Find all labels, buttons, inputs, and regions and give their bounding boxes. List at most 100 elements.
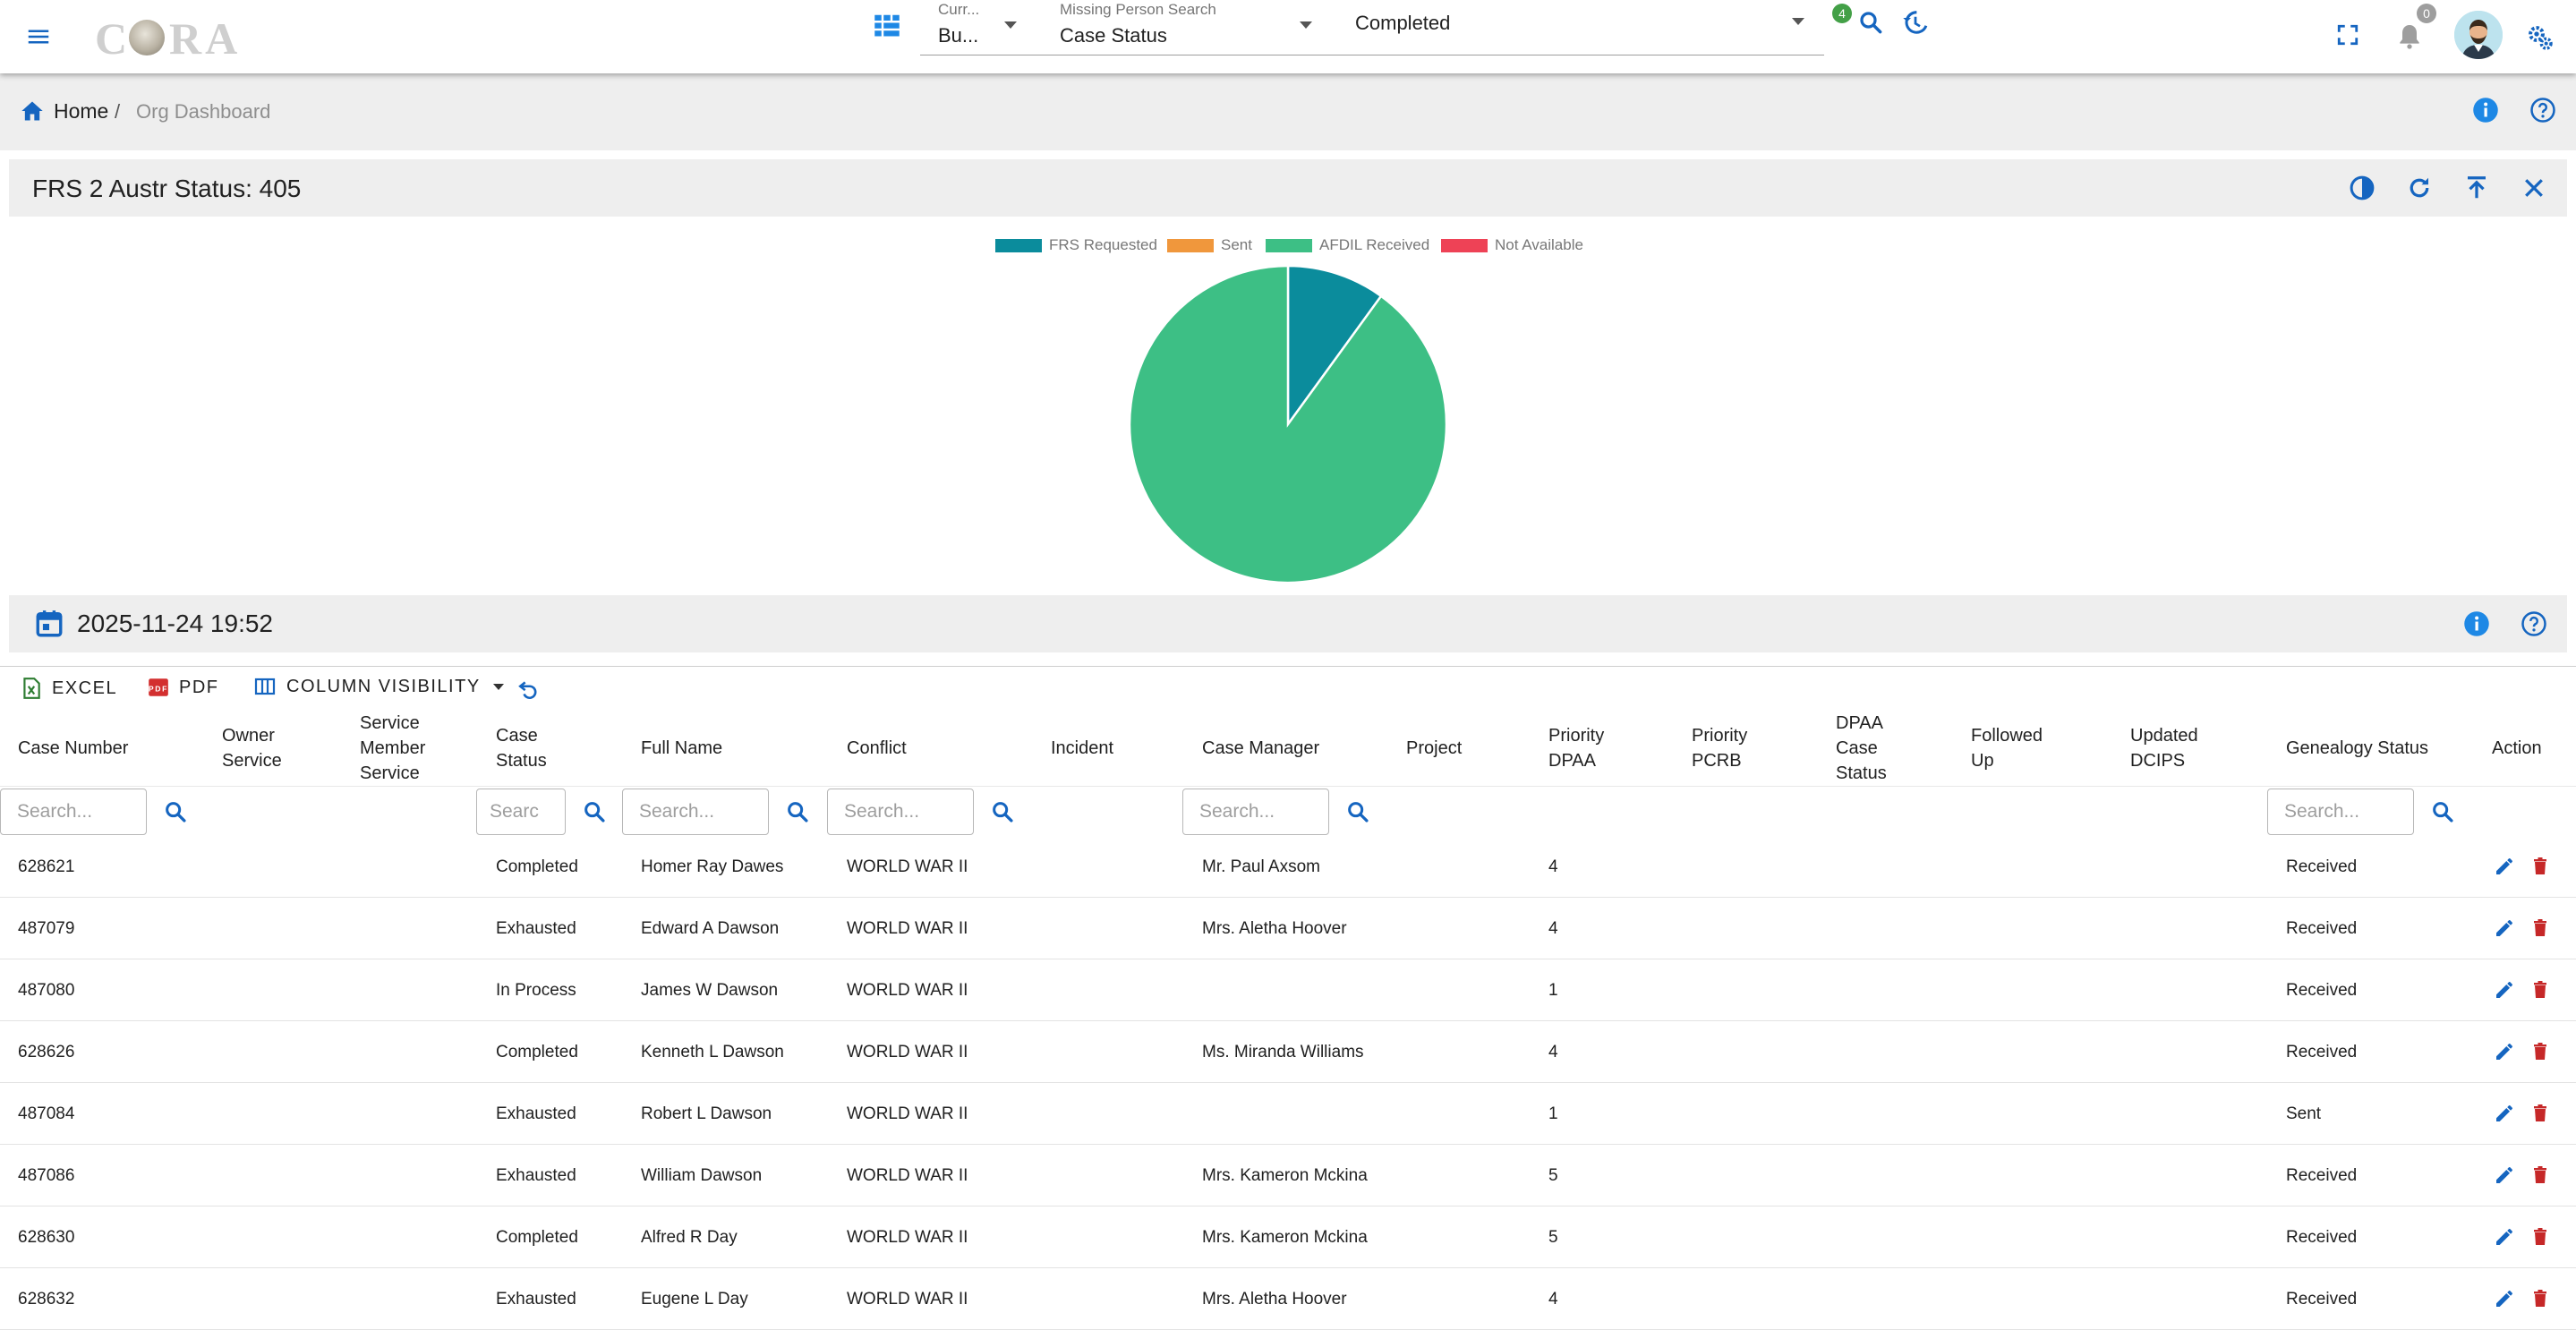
edit-icon[interactable] bbox=[2494, 856, 2515, 877]
currency-select[interactable]: Curr... Bu... bbox=[920, 0, 1036, 55]
column-header-conflict[interactable]: Conflict bbox=[847, 738, 907, 758]
app-logo[interactable]: CORA bbox=[95, 11, 237, 64]
legend-item-afdil-received[interactable]: AFDIL Received bbox=[1266, 236, 1429, 254]
case-status-filter-input[interactable] bbox=[476, 789, 566, 835]
table-header: Case Number Owner Service Service Member… bbox=[0, 711, 2576, 786]
fullscreen-icon[interactable] bbox=[2336, 23, 2359, 47]
conflict-filter-input[interactable] bbox=[827, 789, 974, 835]
edit-icon[interactable] bbox=[2494, 1288, 2515, 1309]
legend-item-not-available[interactable]: Not Available bbox=[1441, 236, 1583, 254]
close-icon[interactable] bbox=[2521, 175, 2547, 201]
edit-icon[interactable] bbox=[2494, 1226, 2515, 1248]
cell-case-status: Completed bbox=[496, 1042, 578, 1061]
table-row[interactable]: 628626 Completed Kenneth L Dawson WORLD WAR… bbox=[0, 1021, 2576, 1083]
search-icon[interactable] bbox=[2430, 799, 2455, 824]
info-icon[interactable] bbox=[2472, 97, 2499, 124]
column-header-genealogy-status[interactable]: Genealogy Status bbox=[2286, 738, 2428, 758]
status-select-value: Completed bbox=[1355, 12, 1451, 34]
menu-icon[interactable] bbox=[25, 23, 52, 50]
table-row[interactable]: 487079 Exhausted Edward A Dawson WORLD WAR … bbox=[0, 898, 2576, 959]
delete-icon[interactable] bbox=[2529, 917, 2551, 939]
edit-icon[interactable] bbox=[2494, 979, 2515, 1001]
table-row[interactable]: 487080 In Process James W Dawson WORLD WAR … bbox=[0, 959, 2576, 1021]
edit-icon[interactable] bbox=[2494, 1041, 2515, 1062]
delete-icon[interactable] bbox=[2529, 1041, 2551, 1062]
legend-item-frs-requested[interactable]: FRS Requested bbox=[995, 236, 1157, 254]
legend-label: Not Available bbox=[1495, 236, 1583, 253]
pie-slice-frs-requested[interactable] bbox=[1286, 264, 1383, 428]
genealogy-status-filter-input[interactable] bbox=[2267, 789, 2414, 835]
column-header-followed-up[interactable]: Followed Up bbox=[1971, 726, 2043, 771]
edit-icon[interactable] bbox=[2494, 917, 2515, 939]
search-icon[interactable] bbox=[1345, 799, 1370, 824]
refresh-icon[interactable] bbox=[2406, 175, 2433, 201]
delete-icon[interactable] bbox=[2529, 1164, 2551, 1186]
avatar[interactable] bbox=[2454, 11, 2503, 59]
edit-icon[interactable] bbox=[2494, 1103, 2515, 1124]
search-icon[interactable] bbox=[1857, 9, 1884, 36]
column-header-service-member-service[interactable]: Service Member Service bbox=[360, 713, 426, 783]
case-manager-filter-input[interactable] bbox=[1182, 789, 1329, 835]
cell-priority-dpaa: 1 bbox=[1548, 1104, 1558, 1123]
table-row[interactable]: 628632 Exhausted Eugene L Day WORLD WAR II M… bbox=[0, 1268, 2576, 1330]
column-header-full-name[interactable]: Full Name bbox=[641, 738, 723, 758]
legend-item-sent[interactable]: Sent bbox=[1167, 236, 1252, 254]
search-icon[interactable] bbox=[163, 799, 188, 824]
history-icon[interactable] bbox=[1902, 9, 1929, 36]
column-visibility-button[interactable]: COLUMN VISIBILITY bbox=[252, 676, 504, 697]
column-header-updated-dcips[interactable]: Updated DCIPS bbox=[2130, 726, 2198, 771]
delete-icon[interactable] bbox=[2529, 1288, 2551, 1309]
column-header-dpaa-case-status[interactable]: DPAA Case Status bbox=[1836, 713, 1887, 783]
calendar-icon[interactable] bbox=[34, 608, 64, 640]
delete-icon[interactable] bbox=[2529, 1226, 2551, 1248]
cell-case-manager: Mr. Paul Axsom bbox=[1202, 857, 1320, 876]
skull-icon bbox=[129, 20, 165, 55]
cell-case-status: Exhausted bbox=[496, 1289, 576, 1309]
table-row[interactable]: 487086 Exhausted William Dawson WORLD WAR I… bbox=[0, 1145, 2576, 1206]
delete-icon[interactable] bbox=[2529, 1103, 2551, 1124]
delete-icon[interactable] bbox=[2529, 979, 2551, 1001]
status-select[interactable]: Completed bbox=[1334, 0, 1824, 55]
move-to-top-icon[interactable] bbox=[2463, 175, 2490, 201]
column-header-case-status[interactable]: Case Status bbox=[496, 726, 547, 771]
contrast-icon[interactable] bbox=[2349, 175, 2376, 201]
cell-priority-dpaa: 4 bbox=[1548, 1042, 1558, 1061]
table-date: 2025-11-24 19:52 bbox=[77, 610, 273, 637]
help-icon[interactable] bbox=[2521, 610, 2547, 637]
search-icon[interactable] bbox=[582, 799, 607, 824]
cell-case-manager: Mrs. Aletha Hoover bbox=[1202, 918, 1347, 938]
undo-icon[interactable] bbox=[517, 678, 541, 701]
table-row[interactable]: 628630 Completed Alfred R Day WORLD WAR II M… bbox=[0, 1206, 2576, 1268]
full-name-filter-input[interactable] bbox=[622, 789, 769, 835]
cell-conflict: WORLD WAR II bbox=[847, 980, 968, 1000]
cell-full-name: Kenneth L Dawson bbox=[641, 1042, 784, 1061]
column-header-owner-service[interactable]: Owner Service bbox=[222, 726, 282, 771]
pdf-export-button[interactable]: PDF PDF bbox=[147, 676, 219, 699]
search-icon[interactable] bbox=[785, 799, 810, 824]
bell-icon[interactable] bbox=[2395, 21, 2424, 50]
help-icon[interactable] bbox=[2529, 97, 2556, 124]
breadcrumb-home[interactable]: Home bbox=[20, 98, 108, 124]
edit-icon[interactable] bbox=[2494, 1164, 2515, 1186]
settings-icon[interactable] bbox=[2526, 23, 2555, 52]
table-row[interactable]: 487084 Exhausted Robert L Dawson WORLD WAR … bbox=[0, 1083, 2576, 1145]
info-icon[interactable] bbox=[2463, 610, 2490, 637]
dashboard-icon[interactable] bbox=[874, 13, 900, 38]
excel-export-button[interactable]: EXCEL bbox=[20, 676, 117, 701]
cell-case-number: 487084 bbox=[18, 1104, 75, 1123]
column-header-project[interactable]: Project bbox=[1406, 738, 1463, 758]
search-icon[interactable] bbox=[990, 799, 1015, 824]
column-header-case-number[interactable]: Case Number bbox=[18, 738, 129, 758]
column-header-priority-dpaa[interactable]: Priority DPAA bbox=[1548, 726, 1605, 771]
case-number-filter-input[interactable] bbox=[0, 789, 147, 835]
table-row[interactable]: 628621 Completed Homer Ray Dawes WORLD WAR … bbox=[0, 836, 2576, 898]
column-header-priority-pcrb[interactable]: Priority PCRB bbox=[1692, 726, 1748, 771]
column-header-case-manager[interactable]: Case Manager bbox=[1202, 738, 1320, 758]
chevron-down-icon bbox=[1792, 18, 1804, 25]
column-header-incident[interactable]: Incident bbox=[1051, 738, 1114, 758]
filter-row bbox=[0, 786, 2576, 836]
search-type-select[interactable]: Missing Person Search Case Status bbox=[1036, 0, 1334, 55]
pie-slice-afdil-received[interactable] bbox=[1128, 264, 1448, 584]
delete-icon[interactable] bbox=[2529, 856, 2551, 877]
cell-case-status: Exhausted bbox=[496, 1165, 576, 1185]
